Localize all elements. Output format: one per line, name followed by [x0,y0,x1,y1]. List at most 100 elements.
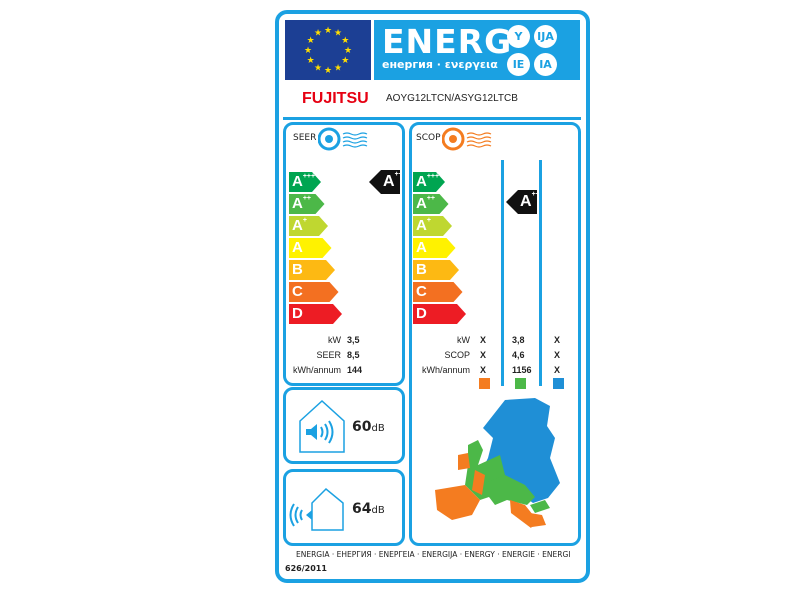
svg-text:★: ★ [341,36,349,46]
energy-class-bar: A+ [289,216,328,236]
rating-sup: ++ [531,191,540,198]
lang-badge: Y [507,25,530,48]
svg-text:★: ★ [304,46,312,56]
energy-class-bar: A [413,238,456,258]
rating-letter: A [520,193,532,210]
class-letter: C [416,283,427,300]
model-number: AOYG12LTCN/ASYG12LTCB [386,93,518,104]
lang-badge: IA [534,53,557,76]
energy-class-bar: D [413,304,466,324]
energy-class-bar: B [289,260,335,280]
energy-class-bar: A+ [413,216,452,236]
class-letter: A [416,239,427,256]
energy-class-bar: A+++ [413,172,445,192]
svg-text:★: ★ [314,63,322,73]
heating-panel [409,122,581,546]
indoor-noise-value: 60dB [352,419,385,435]
spec-value: X [554,350,561,360]
indoor-speaker-house-icon [299,399,345,453]
spec-label: SCOP [444,350,470,360]
energ-subtitle: енергия · ενεργεια [382,58,498,71]
class-letter: A [416,217,427,234]
svg-text:★: ★ [324,26,332,36]
class-sup: +++ [426,173,440,180]
class-letter: A [292,173,303,190]
energy-class-bar: B [413,260,459,280]
energy-header: ENERG енергия · ενεργεια Y IJA IE IA [374,20,580,80]
spec-value: 144 [347,365,363,375]
noise-unit: dB [371,423,385,434]
energy-class-bar: A [289,238,332,258]
zone-average-swatch [515,378,526,389]
class-letter: D [292,305,303,322]
column-divider [539,160,542,386]
regulation-number: 626/2011 [285,564,327,573]
spec-value: X [554,365,561,375]
svg-text:★: ★ [334,63,342,73]
class-letter: D [416,305,427,322]
spec-value: 8,5 [347,350,360,360]
outdoor-speaker-house-icon [289,487,344,531]
spec-label: kW [328,335,341,345]
spec-value: 3,5 [347,335,360,345]
energy-class-bar: D [289,304,342,324]
column-divider [501,160,504,386]
rating-letter: A [383,173,395,190]
class-letter: C [292,283,303,300]
class-letter: A [416,173,427,190]
outdoor-noise-value: 64dB [352,501,385,517]
rating-sup: +++ [394,171,407,178]
spec-value: X [554,335,561,345]
energy-class-bar: A++ [413,194,449,214]
heating-fan-icon [442,127,492,151]
zone-warmer-swatch [479,378,490,389]
spec-label: SEER [316,350,341,360]
class-sup: ++ [426,195,436,202]
footer-languages: ENERGIA · ЕНЕРГИЯ · ΕΝΕΡΓΕΙΑ · ENERGIJA … [296,550,571,559]
class-sup: +++ [302,173,316,180]
svg-text:★: ★ [334,29,342,39]
class-letter: B [416,261,427,278]
class-letter: B [292,261,303,278]
energy-class-bar: A+++ [289,172,321,192]
class-sup: ++ [302,195,312,202]
spec-value: 1156 [512,365,532,375]
spec-label: kWh/annum [292,365,341,375]
spec-value: X [480,350,487,360]
noise-number: 60 [352,419,372,435]
energy-class-bar: A++ [289,194,325,214]
spec-value: 3,8 [512,335,525,345]
cooling-fan-icon [318,127,368,151]
svg-text:★: ★ [344,46,352,56]
noise-number: 64 [352,501,372,517]
noise-unit: dB [371,505,385,516]
zone-colder-swatch [553,378,564,389]
class-letter: A [416,195,427,212]
lang-badge: IJA [534,25,557,48]
class-letter: A [292,217,303,234]
spec-label: kW [457,335,470,345]
svg-text:★: ★ [341,56,349,66]
energy-label-frame [275,10,590,583]
spec-value: 4,6 [512,350,525,360]
outdoor-noise-panel [283,469,405,546]
energ-title: ENERG [382,22,513,61]
energy-class-bar: C [289,282,339,302]
svg-text:★: ★ [314,29,322,39]
indoor-noise-panel [283,387,405,464]
scop-label: SCOP [416,133,441,143]
svg-text:★: ★ [324,66,332,76]
brand-logo: FUJITSU [302,90,369,107]
spec-value: X [480,335,487,345]
eu-flag-icon: ★ ★ ★ ★ ★ ★ ★ ★ ★ ★ ★ ★ [285,20,371,80]
spec-value: X [480,365,487,375]
lang-badge: IE [507,53,530,76]
energy-class-bar: C [413,282,463,302]
cooling-panel [283,122,405,386]
class-sup: + [426,217,431,224]
europe-climate-map [435,398,560,528]
class-sup: + [302,217,307,224]
class-letter: A [292,239,303,256]
seer-label: SEER [293,133,317,143]
svg-text:★: ★ [307,36,315,46]
